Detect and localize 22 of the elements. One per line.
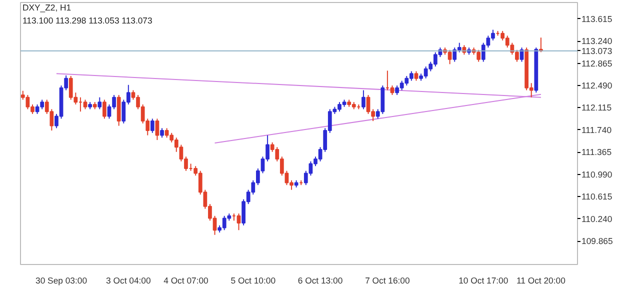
y-tick-label: 111.365 [582, 147, 612, 158]
x-tick-label: 10 Oct 17:00 [458, 276, 508, 286]
ref-line-label: 113.073 [582, 46, 612, 56]
x-tick-label: 3 Oct 04:00 [106, 276, 151, 286]
y-tick-label: 110.615 [582, 192, 612, 202]
y-tick-label: 110.990 [582, 169, 612, 180]
x-tick-label: 11 Oct 20:00 [516, 276, 566, 286]
chart-title: DXY_Z2, H1 [22, 2, 72, 12]
y-tick-label: 111.740 [582, 124, 612, 135]
text: 113.100 113.298 113.053 113.073 [22, 16, 152, 26]
x-tick-label: 30 Sep 03:00 [36, 276, 88, 286]
x-tick-label: 7 Oct 16:00 [365, 276, 410, 286]
y-tick-label: 112.490 [582, 80, 612, 90]
y-tick-label: 112.865 [582, 58, 612, 68]
x-tick-label: 5 Oct 10:00 [230, 276, 276, 286]
y-tick-label: 110.240 [582, 214, 612, 224]
y-tick-label: 113.240 [582, 36, 612, 46]
y-tick-label: 109.865 [582, 236, 613, 246]
y-tick-label: 113.615 [582, 14, 612, 24]
x-tick-label: 4 Oct 07:00 [164, 276, 209, 286]
y-tick-label: 112.115 [582, 102, 612, 113]
x-tick-label: 6 Oct 13:00 [298, 276, 343, 286]
